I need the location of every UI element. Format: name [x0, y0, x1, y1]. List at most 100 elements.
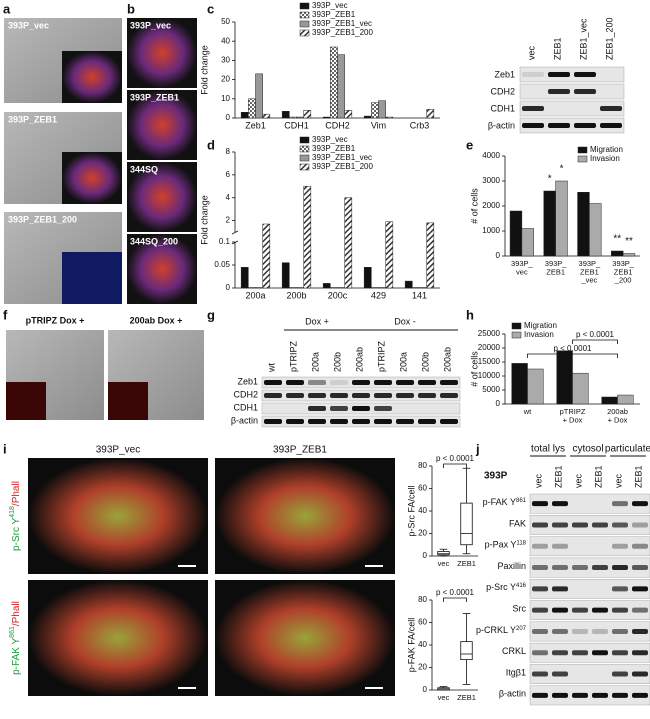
row-label-sup: 418 — [9, 506, 16, 518]
micrograph — [215, 458, 395, 574]
x-tick-label: 393P_ vec — [511, 259, 534, 276]
annotation: ** — [625, 236, 633, 247]
lane-label: pTRIPZ — [376, 340, 386, 372]
panel-label: c — [207, 1, 214, 16]
legend-label: Invasion — [524, 330, 554, 339]
y-tick-label: 10000 — [478, 371, 501, 380]
y-tick-label: 10 — [221, 94, 230, 103]
blot-strip — [519, 117, 625, 134]
lane-label: 200ab — [442, 347, 452, 372]
blot-band — [440, 380, 458, 385]
column-label: 393P_vec — [96, 445, 140, 456]
blot-band — [552, 586, 568, 592]
row-label-text: FAK — [509, 519, 526, 529]
blot-band — [552, 607, 568, 613]
blot-band — [612, 607, 628, 613]
y-tick-label: 0 — [496, 399, 501, 408]
blot-band — [552, 543, 568, 549]
blot-band — [592, 522, 608, 528]
micrograph — [28, 458, 208, 574]
blot-band — [522, 123, 544, 128]
blot-band — [418, 393, 436, 398]
blot-band — [374, 419, 392, 424]
inset-image — [108, 382, 148, 420]
bar — [543, 190, 556, 257]
text-line: + Dox — [563, 415, 583, 424]
blot-band — [352, 380, 370, 385]
lane-label: 200b — [420, 352, 430, 372]
bar — [281, 262, 290, 289]
x-tick-label: Zeb1 — [245, 120, 266, 130]
row-label: p-Src Y418/Phall — [9, 481, 21, 551]
bracket — [443, 463, 467, 468]
bar — [303, 186, 312, 289]
bar — [555, 180, 568, 257]
y-tick-label: 8 — [226, 147, 231, 156]
blot-band — [574, 89, 596, 94]
blot-strip — [529, 579, 650, 599]
row-label: β-actin — [231, 415, 258, 425]
blot-band — [572, 522, 588, 528]
blot-band — [574, 72, 596, 77]
bar — [322, 283, 331, 289]
text-line: 393P_ — [545, 259, 568, 268]
row-label-text: p-Src Y — [486, 583, 516, 593]
x-tick-label: Vim — [371, 120, 386, 130]
legend-swatch — [299, 154, 310, 162]
bar — [426, 222, 435, 289]
text-line: 200ab — [607, 407, 628, 416]
x-tick-label: vec — [438, 559, 450, 568]
blot-band — [308, 380, 326, 385]
panel-label: g — [207, 307, 215, 322]
y-tick-label: 40 — [418, 640, 427, 649]
row-label: p-Pax Y118 — [485, 540, 527, 550]
y-tick-label: 50 — [221, 17, 230, 26]
y-tick-label: 3000 — [482, 176, 500, 185]
bar — [363, 115, 372, 119]
blot-band — [532, 628, 548, 634]
bar — [248, 98, 256, 119]
x-tick-label: Crb3 — [410, 120, 430, 130]
y-tick-label: 60 — [418, 618, 427, 627]
blot-band — [286, 380, 304, 385]
bar — [589, 203, 602, 257]
lane-label: ZEB1_vec — [578, 18, 588, 60]
blot-strip — [529, 664, 650, 684]
lane-label: 200a — [398, 352, 408, 372]
bar — [385, 221, 394, 289]
annotation: * — [548, 174, 552, 185]
text-line: ZEB1 — [580, 267, 599, 276]
row-label: p-FAK Y861/Phall — [9, 601, 21, 675]
blot-band — [330, 393, 348, 398]
y-axis-label: # of cells — [469, 188, 479, 224]
blot-band — [552, 501, 568, 507]
blot-band — [592, 628, 608, 634]
blot-strip — [519, 66, 625, 83]
y-tick-label: 20 — [418, 529, 427, 538]
legend-label: 393P_ZEB1_vec — [312, 153, 372, 162]
lane-label: wt — [266, 363, 276, 373]
row-label-text: p-Src Y — [11, 517, 22, 550]
x-tick-label: vec — [438, 693, 450, 702]
text-line: + Dox — [608, 415, 628, 424]
annotation: ** — [613, 234, 621, 245]
x-tick-label: 200a — [245, 290, 265, 300]
row-label-suffix: /Phall — [11, 481, 22, 506]
y-axis-label: # of cells — [469, 351, 479, 387]
bar — [303, 110, 312, 119]
bar — [404, 280, 413, 289]
legend-swatch — [299, 145, 310, 153]
blot-band — [612, 586, 628, 592]
bar — [521, 228, 534, 257]
bar — [344, 197, 353, 289]
row-label-text: Paxillin — [497, 561, 526, 571]
blot-strip — [529, 515, 650, 535]
inset-image — [62, 152, 122, 204]
blot-band — [600, 123, 622, 128]
legend-label: 393P_ZEB1_vec — [312, 19, 372, 28]
row-label: Src — [513, 604, 527, 614]
bar — [363, 267, 372, 289]
blot-band — [532, 543, 548, 549]
